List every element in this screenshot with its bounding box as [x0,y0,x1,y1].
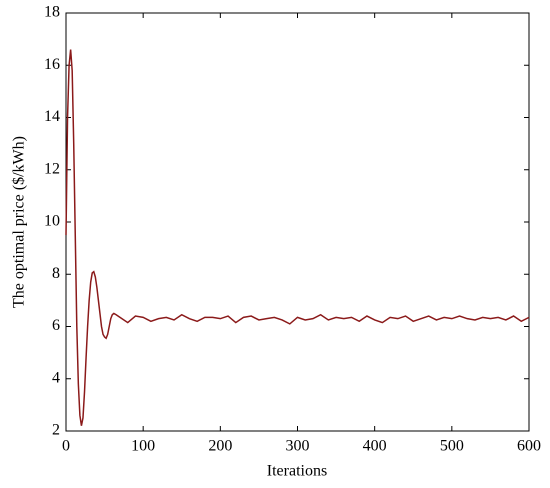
y-tick-label: 12 [44,160,60,177]
x-tick-label: 400 [363,438,387,455]
y-tick-label: 16 [44,56,60,73]
x-tick-label: 100 [131,438,155,455]
x-tick-label: 300 [286,438,310,455]
plot-frame [65,12,530,432]
x-tick-label: 600 [517,438,541,455]
line-series [65,49,530,426]
y-tick-label: 18 [44,4,60,21]
x-tick-label: 500 [440,438,464,455]
y-tick-label: 4 [52,369,60,386]
x-tick-label: 0 [62,438,70,455]
y-tick-label: 2 [52,422,60,439]
y-tick-label: 10 [44,213,60,230]
x-tick-label: 200 [208,438,232,455]
y-axis-label: The optimal price ($/kWh) [11,136,28,308]
y-tick-label: 8 [52,265,60,282]
x-axis-label: Iterations [267,463,327,480]
y-tick-label: 6 [52,317,60,334]
y-tick-label: 14 [44,108,60,125]
